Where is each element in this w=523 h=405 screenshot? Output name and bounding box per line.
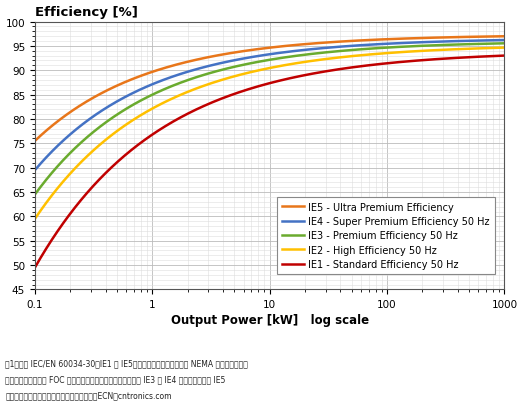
- IE2 - High Efficiency 50 Hz: [406, 50, 413, 55]
- IE4 - Super Premium Efficiency 50 Hz: [406, 41, 413, 46]
- IE2 - High Efficiency 50 Hz: [222, 77, 228, 82]
- Text: Efficiency [%]: Efficiency [%]: [35, 6, 138, 19]
- IE1 - Standard Efficiency 50 Hz: [222, 96, 228, 100]
- X-axis label: Output Power [kW]   log scale: Output Power [kW] log scale: [170, 313, 369, 326]
- IE2 - High Efficiency 50 Hz: [501, 46, 507, 51]
- IE5 - Ultra Premium Efficiency: [222, 53, 228, 58]
- IE5 - Ultra Premium Efficiency: [238, 50, 245, 55]
- IE2 - High Efficiency 50 Hz: [32, 217, 38, 222]
- IE5 - Ultra Premium Efficiency: [406, 37, 413, 42]
- IE1 - Standard Efficiency 50 Hz: [501, 54, 507, 59]
- IE4 - Super Premium Efficiency 50 Hz: [222, 61, 228, 66]
- IE3 - Premium Efficiency 50 Hz: [32, 192, 38, 197]
- IE4 - Super Premium Efficiency 50 Hz: [354, 44, 360, 49]
- IE4 - Super Premium Efficiency 50 Hz: [501, 38, 507, 43]
- IE3 - Premium Efficiency 50 Hz: [398, 45, 404, 50]
- IE1 - Standard Efficiency 50 Hz: [79, 196, 86, 201]
- IE2 - High Efficiency 50 Hz: [238, 73, 245, 78]
- IE4 - Super Premium Efficiency 50 Hz: [238, 57, 245, 62]
- IE5 - Ultra Premium Efficiency: [79, 102, 86, 107]
- IE1 - Standard Efficiency 50 Hz: [238, 90, 245, 95]
- IE5 - Ultra Premium Efficiency: [354, 39, 360, 44]
- IE3 - Premium Efficiency 50 Hz: [406, 45, 413, 50]
- IE3 - Premium Efficiency 50 Hz: [238, 64, 245, 68]
- IE2 - High Efficiency 50 Hz: [354, 54, 360, 59]
- IE2 - High Efficiency 50 Hz: [398, 51, 404, 55]
- IE3 - Premium Efficiency 50 Hz: [354, 48, 360, 53]
- IE5 - Ultra Premium Efficiency: [398, 37, 404, 42]
- IE5 - Ultra Premium Efficiency: [32, 139, 38, 144]
- Legend: IE5 - Ultra Premium Efficiency, IE4 - Super Premium Efficiency 50 Hz, IE3 - Prem: IE5 - Ultra Premium Efficiency, IE4 - Su…: [277, 197, 495, 274]
- IE5 - Ultra Premium Efficiency: [501, 35, 507, 40]
- IE2 - High Efficiency 50 Hz: [79, 158, 86, 163]
- IE1 - Standard Efficiency 50 Hz: [398, 60, 404, 65]
- Line: IE4 - Super Premium Efficiency 50 Hz: IE4 - Super Premium Efficiency 50 Hz: [35, 41, 504, 171]
- IE3 - Premium Efficiency 50 Hz: [79, 139, 86, 144]
- Line: IE3 - Premium Efficiency 50 Hz: IE3 - Premium Efficiency 50 Hz: [35, 44, 504, 195]
- IE3 - Premium Efficiency 50 Hz: [222, 68, 228, 72]
- IE3 - Premium Efficiency 50 Hz: [501, 42, 507, 47]
- Text: 图1：根据 IEC/EN 60034-30（IE1 至 IE5）的电机效率等级和相应的 NEMA 等级（标准效率: 图1：根据 IEC/EN 60034-30（IE1 至 IE5）的电机效率等级和…: [5, 358, 248, 367]
- IE4 - Super Premium Efficiency 50 Hz: [32, 168, 38, 173]
- IE4 - Super Premium Efficiency 50 Hz: [398, 42, 404, 47]
- Line: IE2 - High Efficiency 50 Hz: IE2 - High Efficiency 50 Hz: [35, 49, 504, 219]
- Text: 至超高效率）。采用 FOC 和电子驱动的交流感应电机可以满足 IE3 和 IE4 级要求。要满足 IE5: 至超高效率）。采用 FOC 和电子驱动的交流感应电机可以满足 IE3 和 IE4…: [5, 375, 225, 384]
- IE1 - Standard Efficiency 50 Hz: [32, 265, 38, 270]
- IE4 - Super Premium Efficiency 50 Hz: [79, 122, 86, 127]
- IE1 - Standard Efficiency 50 Hz: [406, 60, 413, 64]
- Line: IE1 - Standard Efficiency 50 Hz: IE1 - Standard Efficiency 50 Hz: [35, 56, 504, 268]
- Text: 级效率水平需要使用永磁电机。（图片来源：ECN）cntronics.com: 级效率水平需要使用永磁电机。（图片来源：ECN）cntronics.com: [5, 391, 172, 400]
- IE1 - Standard Efficiency 50 Hz: [354, 65, 360, 70]
- Line: IE5 - Ultra Premium Efficiency: IE5 - Ultra Premium Efficiency: [35, 37, 504, 141]
